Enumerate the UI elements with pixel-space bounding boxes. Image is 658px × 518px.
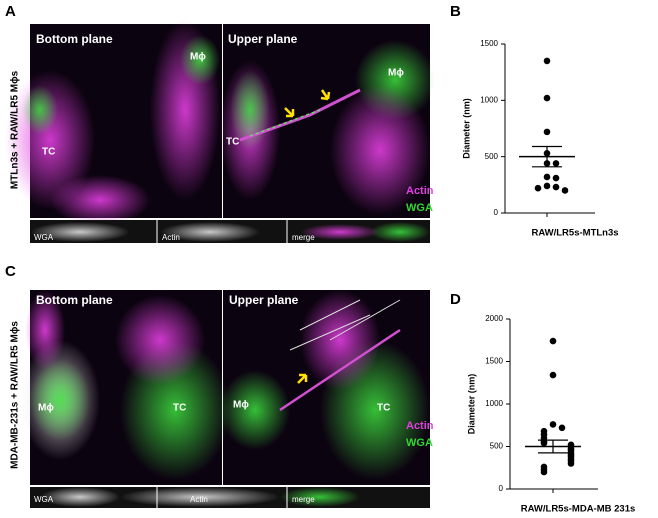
- panel-c-images: [20, 290, 430, 508]
- image-title: Upper plane: [229, 293, 299, 307]
- data-point: [558, 424, 566, 432]
- y-axis-title: Diameter (nm): [466, 374, 476, 435]
- x-tick-label: RAW/LR5s-MDA-MB 231s: [521, 504, 636, 515]
- data-point: [543, 94, 551, 102]
- image-title: Bottom plane: [36, 293, 113, 307]
- data-point: [543, 57, 551, 65]
- y-tick-label: 1000: [480, 95, 498, 104]
- data-point: [534, 184, 542, 192]
- image-label: TC: [42, 147, 55, 158]
- panel-letter: A: [5, 3, 16, 20]
- data-point: [549, 337, 557, 345]
- side-label: MDA-MB-231s + RAW/LR5 Mϕs: [10, 321, 21, 469]
- strip-label: WGA: [34, 495, 54, 504]
- channel-label: Actin: [406, 420, 434, 432]
- image-label: Mϕ: [190, 52, 206, 63]
- y-tick-label: 500: [490, 442, 504, 451]
- y-tick-label: 0: [494, 208, 499, 217]
- x-tick-label: RAW/LR5s-MTLn3s: [531, 228, 618, 239]
- panel-letter: C: [5, 263, 16, 280]
- channel-label: WGA: [406, 437, 433, 449]
- data-point: [549, 421, 557, 428]
- image-label: TC: [173, 403, 186, 414]
- data-point: [552, 174, 560, 182]
- data-point: [543, 173, 551, 181]
- data-point: [552, 183, 560, 191]
- strip-label: WGA: [34, 233, 54, 242]
- strip-label: Actin: [162, 233, 180, 242]
- data-point: [543, 182, 551, 190]
- y-tick-label: 0: [499, 484, 504, 493]
- data-point: [540, 439, 548, 447]
- y-axis-title: Diameter (nm): [461, 98, 471, 159]
- strip-label: Actin: [190, 495, 208, 504]
- data-point: [552, 160, 560, 167]
- panel-a-images: [5, 20, 435, 243]
- image-label: TC: [377, 403, 390, 414]
- data-point: [549, 371, 557, 379]
- data-point: [567, 460, 575, 467]
- strip-label: merge: [292, 233, 315, 242]
- strip-label: merge: [292, 495, 315, 504]
- data-point: [561, 187, 569, 194]
- image-label: Mϕ: [388, 68, 404, 79]
- data-point: [543, 128, 551, 136]
- image-label: TC: [226, 137, 239, 148]
- data-point: [540, 468, 548, 476]
- y-tick-label: 1500: [485, 357, 503, 366]
- y-tick-label: 2000: [485, 314, 503, 323]
- y-tick-label: 500: [485, 152, 499, 161]
- y-tick-label: 1500: [480, 39, 498, 48]
- channel-label: WGA: [406, 202, 433, 214]
- image-label: Mϕ: [233, 400, 249, 411]
- panel-letter: B: [450, 3, 461, 20]
- image-label: Mϕ: [38, 403, 54, 414]
- y-tick-label: 1000: [485, 399, 503, 408]
- image-title: Upper plane: [228, 32, 298, 46]
- panel-letter: D: [450, 291, 461, 308]
- side-label: MTLn3s + RAW/LR5 Mϕs: [10, 70, 21, 189]
- charts: 0 500 1000 1500 Diameter (nm) RAW/LR5s-MTLn3s…: [461, 39, 635, 514]
- image-title: Bottom plane: [36, 32, 113, 46]
- channel-label: Actin: [406, 185, 434, 197]
